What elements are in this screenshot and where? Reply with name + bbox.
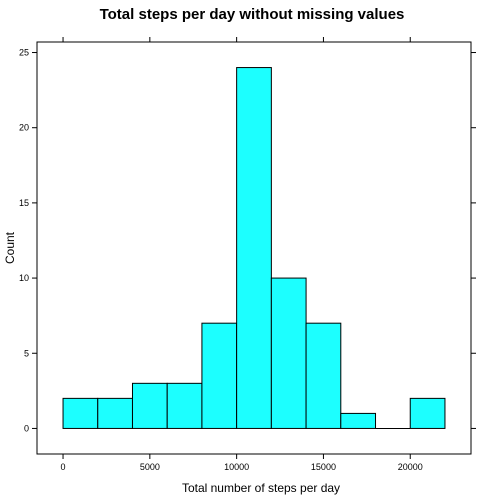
histogram-bar [201,322,238,429]
y-tick-label: 0 [24,423,29,433]
x-tick-label: 5000 [140,462,160,472]
x-axis: 0 5000 10000 15000 20000 [61,37,423,472]
y-tick-label: 25 [19,48,29,58]
x-tick-label: 10000 [224,462,249,472]
histogram-bar [166,382,203,429]
plot-frame [36,41,472,455]
bars-group [62,67,446,429]
x-tick-label: 15000 [311,462,336,472]
y-tick-label: 5 [24,348,29,358]
histogram-bar [131,382,168,429]
histogram-bar [340,412,377,429]
histogram-bar [236,67,272,429]
histogram-bar [270,277,307,429]
y-axis-label: Count [3,231,17,264]
y-tick-label: 15 [19,198,29,208]
x-tick-label: 20000 [398,462,423,472]
x-tick-label: 0 [61,462,66,472]
y-tick-label: 10 [19,273,29,283]
x-axis-label: Total number of steps per day [182,481,340,495]
y-tick-label: 20 [19,123,29,133]
y-axis: 0 5 10 15 20 25 [19,48,476,433]
histogram-bar [62,397,99,429]
histogram-bar [305,322,342,429]
histogram-bar [97,397,133,429]
chart-title: Total steps per day without missing valu… [100,6,405,23]
histogram-bar [409,397,446,429]
